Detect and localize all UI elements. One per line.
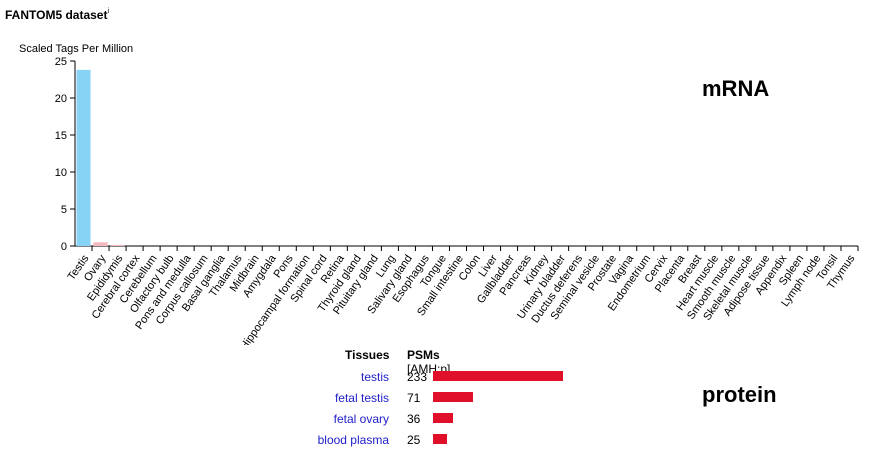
y-tick-label: 10 xyxy=(55,167,67,179)
protein-psm-bar xyxy=(433,413,453,423)
dataset-title-text: FANTOM5 dataset xyxy=(5,8,108,22)
y-tick-label: 0 xyxy=(61,241,67,253)
protein-tissue-link[interactable]: fetal testis xyxy=(334,391,389,405)
protein-header-psms: PSMs [AMH:p] xyxy=(407,348,450,376)
protein-row: fetal ovary 36 xyxy=(300,412,600,433)
y-tick-label: 25 xyxy=(55,56,67,68)
protein-header-psms-label: PSMs xyxy=(407,348,440,362)
protein-tissue-link[interactable]: testis xyxy=(360,370,389,384)
protein-row: blood plasma 25 xyxy=(300,433,600,454)
y-axis-label: Scaled Tags Per Million xyxy=(19,43,134,55)
mrna-bar-chart: 0510152025TestisOvaryEpididymisCerebral … xyxy=(55,56,859,345)
y-tick-label: 15 xyxy=(55,130,67,142)
bar-testis xyxy=(76,69,91,246)
bar-epididymis xyxy=(110,244,125,246)
protein-psm-bar xyxy=(433,434,447,444)
protein-psm-value: 25 xyxy=(407,433,421,447)
bar-ovary xyxy=(93,242,108,246)
protein-psm-value: 71 xyxy=(407,391,421,405)
protein-tissue-link[interactable]: fetal ovary xyxy=(333,412,389,426)
protein-label: protein xyxy=(702,382,777,407)
protein-row: testis 233 xyxy=(300,370,600,391)
protein-psm-value: 36 xyxy=(407,412,421,426)
protein-tissue-link[interactable]: blood plasma xyxy=(317,433,389,447)
mrna-label: mRNA xyxy=(702,76,770,101)
protein-psm-value: 233 xyxy=(407,370,428,384)
dataset-title: FANTOM5 dataseti xyxy=(5,8,109,22)
protein-psm-bar xyxy=(433,371,563,381)
info-marker[interactable]: i xyxy=(107,8,110,15)
y-tick-label: 5 xyxy=(61,204,67,216)
protein-psm-bar xyxy=(433,392,473,402)
protein-header-tissues: Tissues xyxy=(345,348,390,362)
protein-row: fetal testis 71 xyxy=(300,391,600,412)
y-tick-label: 20 xyxy=(55,93,67,105)
